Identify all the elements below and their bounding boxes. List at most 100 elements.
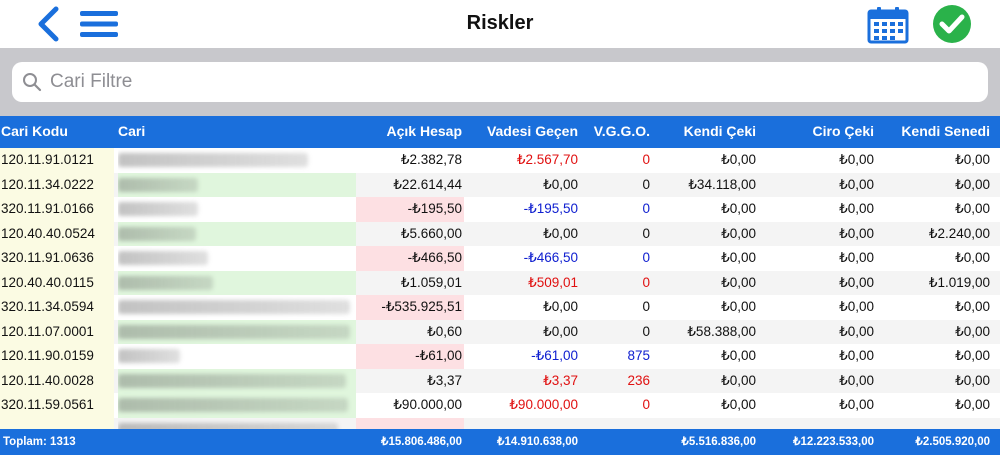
table-row[interactable]: 320.11.91.0636 -₺466,50 -₺466,50 0 ₺0,00… <box>0 246 1000 271</box>
back-button[interactable] <box>34 6 64 42</box>
column-header-cari-kodu[interactable]: Cari Kodu <box>1 123 68 139</box>
ciro-ceki-cell: ₺0,00 <box>839 152 874 167</box>
search-box[interactable] <box>12 62 988 102</box>
cari-kodu-cell: 320.11.59.0561 <box>0 393 114 418</box>
vggo-cell: 0 <box>642 397 650 412</box>
kendi-ceki-cell: ₺0,00 <box>721 372 756 388</box>
kendi-senedi-cell: ₺0,00 <box>955 176 990 192</box>
ciro-ceki-cell: ₺0,00 <box>839 274 874 290</box>
acik-hesap-cell <box>356 417 464 429</box>
table-row[interactable]: 120.11.40.0028 ₺3,37 ₺3,37 236 ₺0,00 ₺0,… <box>0 368 1000 393</box>
kendi-ceki-cell: ₺0,00 <box>721 348 756 363</box>
cari-kodu-cell: 120.11.40.0028 <box>0 368 114 393</box>
kendi-ceki-cell: ₺34.118,00 <box>688 176 756 192</box>
column-header-vadesi-gecen[interactable]: Vadesi Geçen <box>486 123 578 139</box>
table-header: Cari Kodu Cari Açık Hesap Vadesi Geçen V… <box>0 116 1000 148</box>
acik-hesap-cell: -₺61,00 <box>356 344 464 369</box>
checkmark-circle-icon <box>933 5 971 43</box>
vadesi-gecen-cell: ₺90.000,00 <box>509 397 578 412</box>
calendar-icon <box>867 7 909 44</box>
kendi-senedi-cell: ₺0,00 <box>955 348 990 363</box>
vadesi-gecen-cell: -₺466,50 <box>523 250 578 265</box>
kendi-ceki-cell: ₺0,00 <box>721 274 756 290</box>
kendi-senedi-cell: ₺2.240,00 <box>928 225 990 241</box>
cari-kodu-cell: 120.11.91.0121 <box>0 148 114 173</box>
cari-name-cell <box>118 295 356 320</box>
table-row[interactable]: 120.11.34.0222 ₺22.614,44 ₺0,00 0 ₺34.11… <box>0 172 1000 197</box>
vadesi-gecen-cell: -₺61,00 <box>531 348 578 363</box>
total-vadesi-gecen: ₺14.910.638,00 <box>497 436 578 448</box>
cari-name-cell <box>118 148 356 173</box>
menu-button[interactable] <box>78 9 120 39</box>
search-bar <box>0 48 1000 116</box>
total-ciro-ceki: ₺12.223.533,00 <box>793 436 874 448</box>
cari-name-cell <box>118 221 356 246</box>
total-count-label: Toplam: 1313 <box>3 436 76 448</box>
column-header-vggo[interactable]: V.G.G.O. <box>593 123 650 139</box>
kendi-senedi-cell: ₺0,00 <box>955 152 990 167</box>
acik-hesap-cell: -₺195,50 <box>356 197 464 222</box>
ciro-ceki-cell: ₺0,00 <box>839 323 874 339</box>
vadesi-gecen-cell: ₺2.567,70 <box>516 152 578 167</box>
confirm-button[interactable] <box>930 4 974 44</box>
table-row[interactable]: 120.11.91.0121 ₺2.382,78 ₺2.567,70 0 ₺0,… <box>0 148 1000 173</box>
table-row[interactable]: 320.11.91.0166 -₺195,50 -₺195,50 0 ₺0,00… <box>0 197 1000 222</box>
kendi-ceki-cell: ₺58.388,00 <box>687 323 756 339</box>
kendi-senedi-cell: ₺1.019,00 <box>928 274 990 290</box>
acik-hesap-cell: -₺535.925,51 <box>356 295 464 320</box>
kendi-senedi-cell: ₺0,00 <box>955 372 990 388</box>
cari-kodu-cell: 120.11.34.0222 <box>0 172 114 197</box>
kendi-ceki-cell: ₺0,00 <box>721 201 756 216</box>
search-icon <box>23 73 42 92</box>
cari-name-cell <box>118 368 356 393</box>
table-footer-totals: Toplam: 1313 ₺15.806.486,00 ₺14.910.638,… <box>0 429 1000 455</box>
search-input[interactable] <box>50 62 980 102</box>
ciro-ceki-cell: ₺0,00 <box>839 299 874 314</box>
kendi-ceki-cell: ₺0,00 <box>721 152 756 167</box>
total-acik-hesap: ₺15.806.486,00 <box>381 436 462 448</box>
acik-hesap-cell: ₺2.382,78 <box>400 152 462 167</box>
table-row[interactable]: 120.11.07.0001 ₺0,60 ₺0,00 0 ₺58.388,00 … <box>0 319 1000 344</box>
vggo-cell: 0 <box>642 250 650 265</box>
cari-name-cell <box>118 197 356 222</box>
table-body: 120.11.91.0121 ₺2.382,78 ₺2.567,70 0 ₺0,… <box>0 148 1000 429</box>
calendar-button[interactable] <box>866 6 910 44</box>
column-header-kendi-ceki[interactable]: Kendi Çeki <box>683 123 756 139</box>
column-header-ciro-ceki[interactable]: Ciro Çeki <box>812 123 874 139</box>
column-header-acik-hesap[interactable]: Açık Hesap <box>386 123 462 139</box>
table-row[interactable]: 120.40.40.0524 ₺5.660,00 ₺0,00 0 ₺0,00 ₺… <box>0 221 1000 246</box>
vggo-cell: 0 <box>642 274 650 290</box>
kendi-senedi-cell: ₺0,00 <box>955 201 990 216</box>
ciro-ceki-cell: ₺0,00 <box>839 176 874 192</box>
vggo-cell: 875 <box>627 348 650 363</box>
cari-kodu-cell: 120.11.07.0001 <box>0 319 114 344</box>
vggo-cell: 0 <box>642 225 650 241</box>
vggo-cell: 0 <box>642 299 650 314</box>
ciro-ceki-cell: ₺0,00 <box>839 348 874 363</box>
ciro-ceki-cell: ₺0,00 <box>839 250 874 265</box>
acik-hesap-cell: ₺90.000,00 <box>393 397 462 412</box>
vggo-cell: 0 <box>642 176 650 192</box>
cari-kodu-cell: 320.11.91.0166 <box>0 197 114 222</box>
column-header-cari[interactable]: Cari <box>118 123 146 139</box>
vadesi-gecen-cell: ₺509,01 <box>528 274 578 290</box>
cari-kodu-cell: 120.11.90.0159 <box>0 344 114 369</box>
hamburger-menu-icon <box>80 11 118 37</box>
column-header-kendi-senedi[interactable]: Kendi Senedi <box>901 123 990 139</box>
table-row[interactable]: 320.11.34.0594 -₺535.925,51 ₺0,00 0 ₺0,0… <box>0 295 1000 320</box>
vadesi-gecen-cell: ₺0,00 <box>543 176 578 192</box>
cari-kodu-cell: 120.40.40.0524 <box>0 221 114 246</box>
table-row[interactable]: 120.11.90.0159 -₺61,00 -₺61,00 875 ₺0,00… <box>0 344 1000 369</box>
total-kendi-ceki: ₺5.516.836,00 <box>681 436 756 448</box>
bottom-strip <box>0 455 1000 462</box>
table-row[interactable]: 320.11.59.0561 ₺90.000,00 ₺90.000,00 0 ₺… <box>0 393 1000 418</box>
kendi-senedi-cell: ₺0,00 <box>955 397 990 412</box>
acik-hesap-cell: -₺466,50 <box>356 246 464 271</box>
kendi-ceki-cell: ₺0,00 <box>721 225 756 241</box>
cari-name-cell <box>118 319 356 344</box>
cari-name-cell <box>118 344 356 369</box>
cari-name-cell <box>118 270 356 295</box>
table-row[interactable] <box>0 417 1000 429</box>
vadesi-gecen-cell: ₺0,00 <box>543 299 578 314</box>
table-row[interactable]: 120.40.40.0115 ₺1.059,01 ₺509,01 0 ₺0,00… <box>0 270 1000 295</box>
